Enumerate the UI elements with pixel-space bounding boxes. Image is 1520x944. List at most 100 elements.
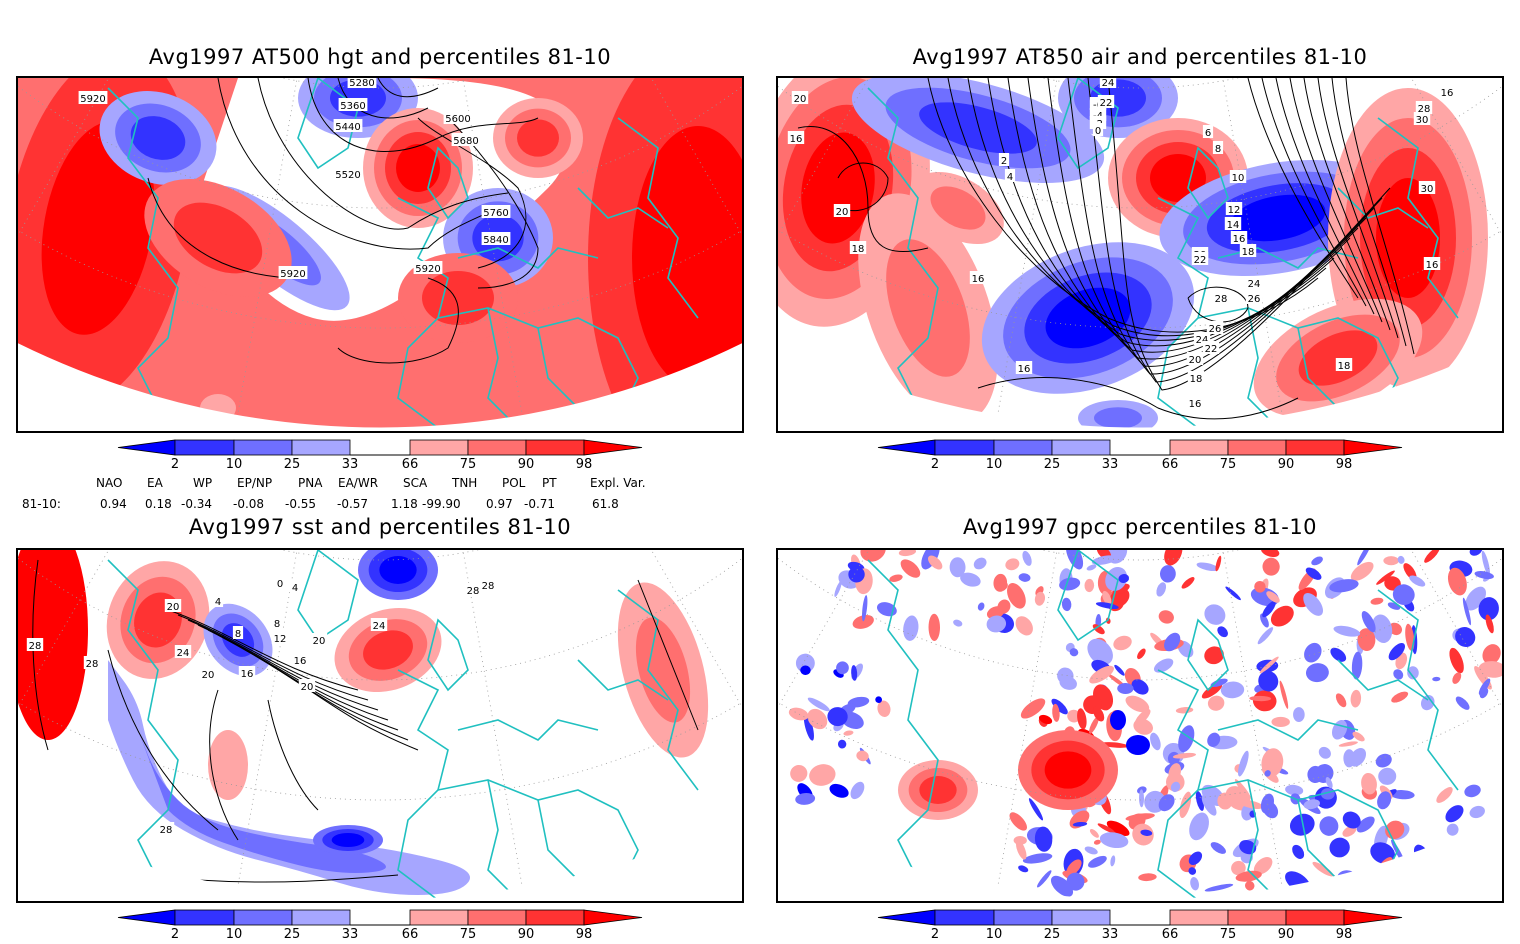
hemisphere-edge	[18, 815, 742, 901]
contour-label: 20	[1186, 352, 1204, 366]
svg-text:30: 30	[1416, 115, 1429, 126]
contour-label: 16	[1230, 231, 1248, 245]
percentile-patch	[1190, 877, 1199, 891]
percentile-patch	[1391, 691, 1409, 703]
percentile-patch	[1028, 798, 1044, 821]
percentile-region-high	[1150, 154, 1206, 202]
colorbar-arrow-high	[1343, 439, 1403, 456]
percentile-patch	[1260, 613, 1269, 628]
percentile-patch	[1215, 555, 1222, 572]
percentile-patch	[1158, 610, 1174, 624]
colorbar-tick-label: 66	[1161, 927, 1179, 942]
contour-line	[267, 699, 319, 811]
percentile-patch	[1388, 642, 1406, 661]
percentile-patch	[1270, 605, 1294, 627]
percentile-patch	[1397, 555, 1405, 564]
latitude-gridline	[778, 550, 1502, 801]
percentile-patch	[1231, 860, 1246, 876]
contour-line	[1187, 286, 1249, 323]
percentile-patch	[1164, 632, 1181, 652]
colorbar-at850: 2 10 25 33 66 75 90 98	[760, 438, 1520, 474]
colorbar-swatch	[233, 909, 293, 926]
colorbar-gpcc: 2 10 25 33 66 75 90 98	[760, 908, 1520, 944]
svg-text:24: 24	[1196, 335, 1209, 346]
percentile-region-high	[396, 144, 440, 192]
svg-text:18: 18	[1338, 361, 1351, 372]
percentile-patch	[1447, 567, 1467, 596]
colorbar-swatch	[233, 439, 293, 456]
percentile-patch	[1307, 765, 1324, 784]
percentile-patch	[1378, 767, 1397, 785]
percentile-patch	[1095, 602, 1119, 610]
contour-label: 18	[1187, 371, 1205, 385]
coastline	[457, 247, 599, 269]
coastline	[537, 327, 579, 409]
svg-text:28: 28	[467, 586, 480, 597]
contour-label: 22	[1191, 252, 1209, 266]
percentile-patch	[809, 764, 836, 786]
colorbar-tick-label: 2	[170, 457, 180, 472]
percentile-region-high	[517, 119, 559, 157]
svg-text:8: 8	[274, 619, 280, 630]
tele-header-pol: POL	[502, 476, 526, 490]
percentile-patch	[1393, 669, 1404, 680]
coastline	[1377, 117, 1459, 319]
contour-line	[417, 117, 527, 269]
percentile-region-high	[18, 550, 88, 740]
contour-label: 5920	[413, 261, 443, 275]
contour-label: 20	[833, 204, 851, 218]
percentile-patch	[1455, 696, 1470, 710]
coastline	[1217, 719, 1359, 741]
svg-text:5600: 5600	[445, 114, 470, 125]
percentile-patch	[1329, 837, 1350, 858]
percentile-patch	[1351, 651, 1363, 680]
colorbar-swatch	[291, 439, 351, 456]
map-disk: 5920 5280 5360 5440 5600 5680 5520 5760 5840 5920…	[18, 78, 742, 428]
percentile-patch	[1088, 855, 1107, 868]
percentile-patch	[1164, 550, 1183, 566]
contour-label: 28	[464, 583, 482, 597]
colorbar-tick-label: 25	[1043, 927, 1061, 942]
colorbar-tick-label: 33	[341, 927, 359, 942]
contour-label: 28	[1212, 291, 1230, 305]
coastline	[397, 669, 449, 900]
percentile-patch	[1432, 843, 1455, 868]
percentile-patch	[1469, 550, 1483, 556]
colorbar-tick-label: 33	[341, 457, 359, 472]
contour-label: 20	[164, 599, 182, 613]
percentile-patch	[1089, 665, 1114, 684]
map-at850: 20162018-6-4-202468101214161820222426282…	[776, 76, 1504, 433]
percentile-patch	[889, 574, 903, 582]
coastline	[487, 307, 519, 428]
tele-header-nao: NAO	[96, 476, 123, 490]
svg-text:5520: 5520	[335, 170, 360, 181]
coastline	[1157, 197, 1209, 428]
contour-label: 18	[1335, 358, 1353, 372]
colorbar-tick-label: 90	[517, 927, 535, 942]
colorbar-swatch	[525, 439, 585, 456]
contour-label: 28	[479, 578, 497, 592]
colorbar-at500: 2 10 25 33 66 75 90 98	[0, 438, 760, 474]
svg-text:22: 22	[1194, 255, 1207, 266]
contour-label: 4	[1004, 169, 1016, 183]
coastline	[427, 618, 469, 692]
percentile-patch	[1318, 746, 1331, 759]
percentile-patch	[1091, 555, 1118, 565]
percentile-patch	[1051, 698, 1068, 715]
percentile-patch	[1261, 550, 1280, 558]
coastline	[1337, 659, 1429, 701]
svg-text:16: 16	[294, 656, 307, 667]
tele-header-sca: SCA	[403, 476, 428, 490]
percentile-patch	[1239, 839, 1257, 855]
svg-text:0: 0	[1095, 126, 1101, 137]
colorbar-tick-label: 75	[1219, 927, 1237, 942]
contour-label: 16	[1186, 396, 1204, 410]
colorbar-swatch	[291, 909, 351, 926]
colorbar-swatch	[174, 439, 235, 456]
contour-line	[377, 78, 439, 98]
percentile-patch	[1084, 846, 1098, 855]
contour-label: 12	[271, 631, 289, 645]
coastline	[1057, 550, 1119, 642]
percentile-patch	[1067, 709, 1081, 723]
